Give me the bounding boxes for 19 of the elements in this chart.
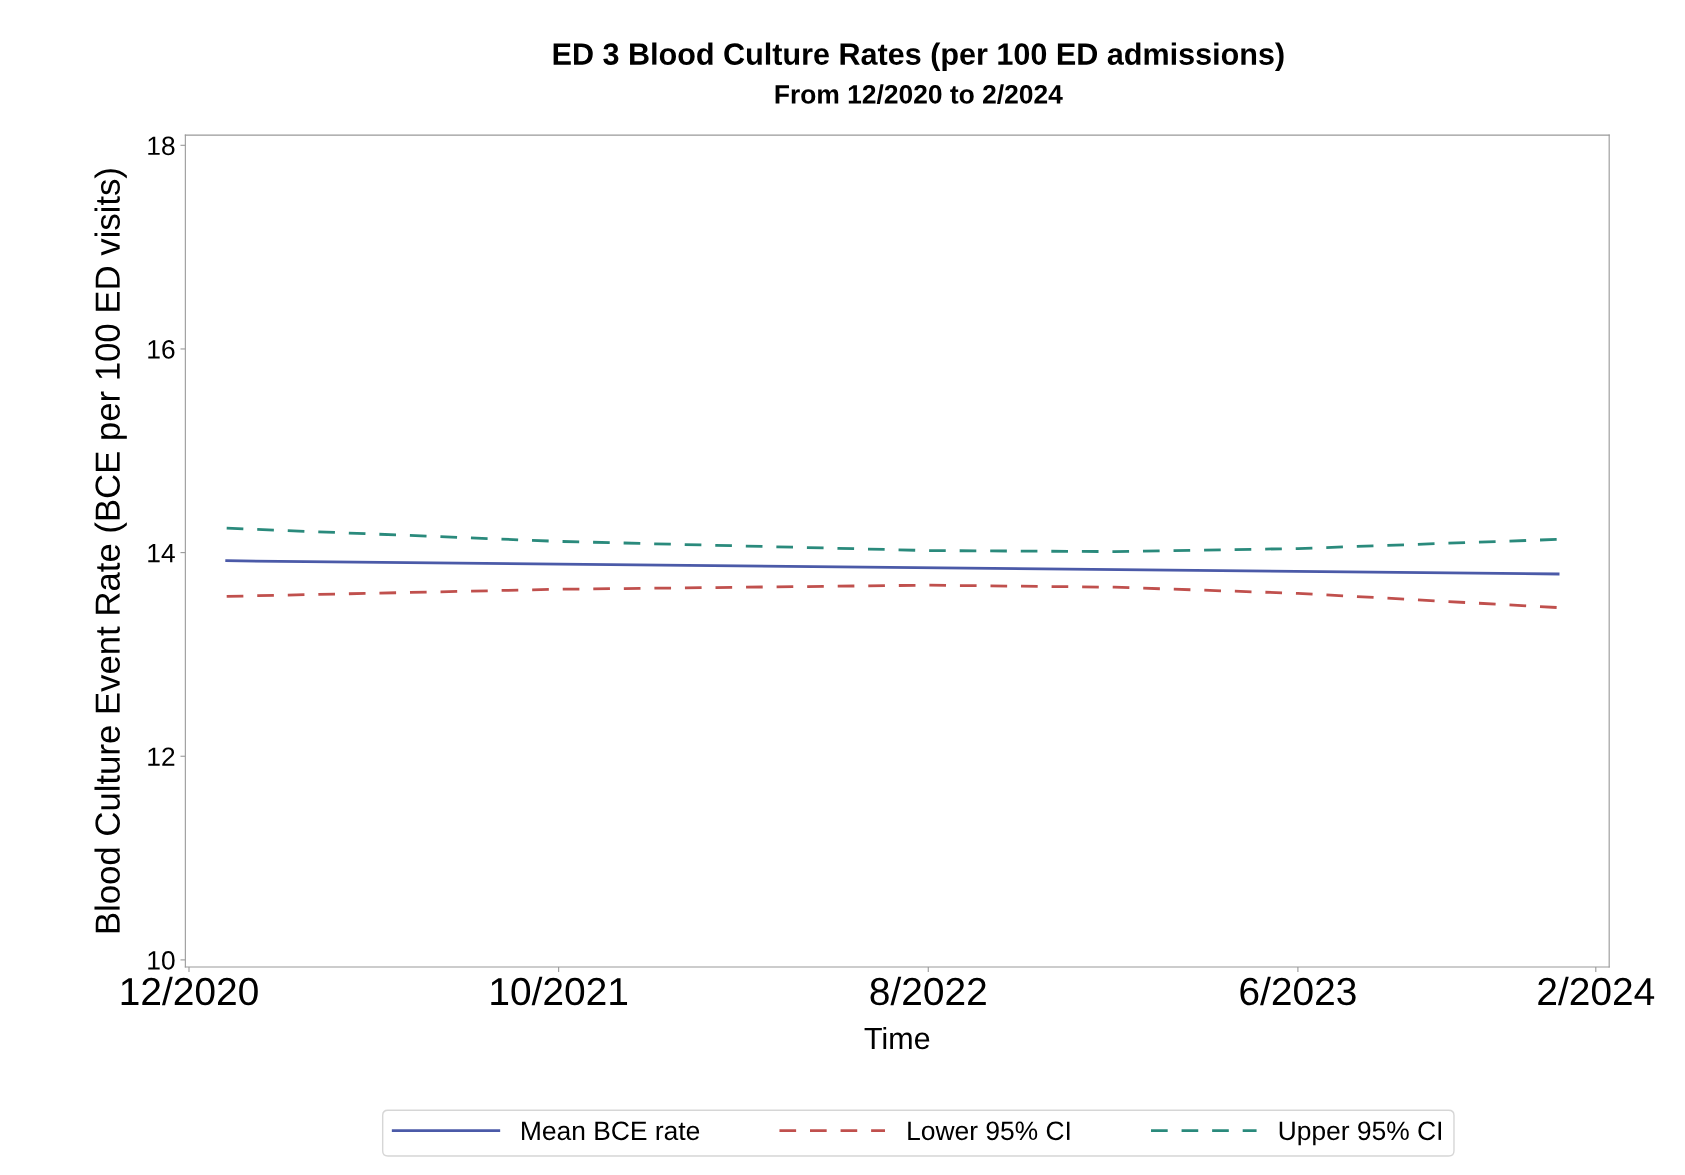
legend-label: Mean BCE rate <box>522 1121 700 1141</box>
x-tick-label: 12/2020 <box>121 976 258 1006</box>
line-series <box>225 526 1560 553</box>
line-series <box>225 583 1560 609</box>
y-tick-label: 14 <box>148 544 175 563</box>
chart-subtitle: From 12/2020 to 2/2024 <box>775 84 1063 104</box>
x-tick-label: 6/2023 <box>1240 976 1356 1006</box>
y-tick-label: 18 <box>148 136 175 156</box>
y-tick-label: 12 <box>148 747 175 766</box>
x-tick-label: 10/2021 <box>491 976 628 1006</box>
chart-title: ED 3 Blood Culture Rates (per 100 ED admissions) <box>553 42 1284 71</box>
legend-label: Upper 95% CI <box>1279 1121 1441 1146</box>
y-tick-label: 16 <box>148 340 175 359</box>
x-tick-label: 8/2022 <box>870 976 986 1006</box>
x-tick-label: 2/2024 <box>1538 976 1655 1006</box>
y-axis-title: Blood Culture Event Rate (BCE per 100 ED visits) <box>94 169 127 933</box>
y-tick-label: 10 <box>148 951 175 970</box>
x-axis-title: Time <box>864 1026 930 1050</box>
legend-label: Lower 95% CI <box>908 1121 1070 1141</box>
